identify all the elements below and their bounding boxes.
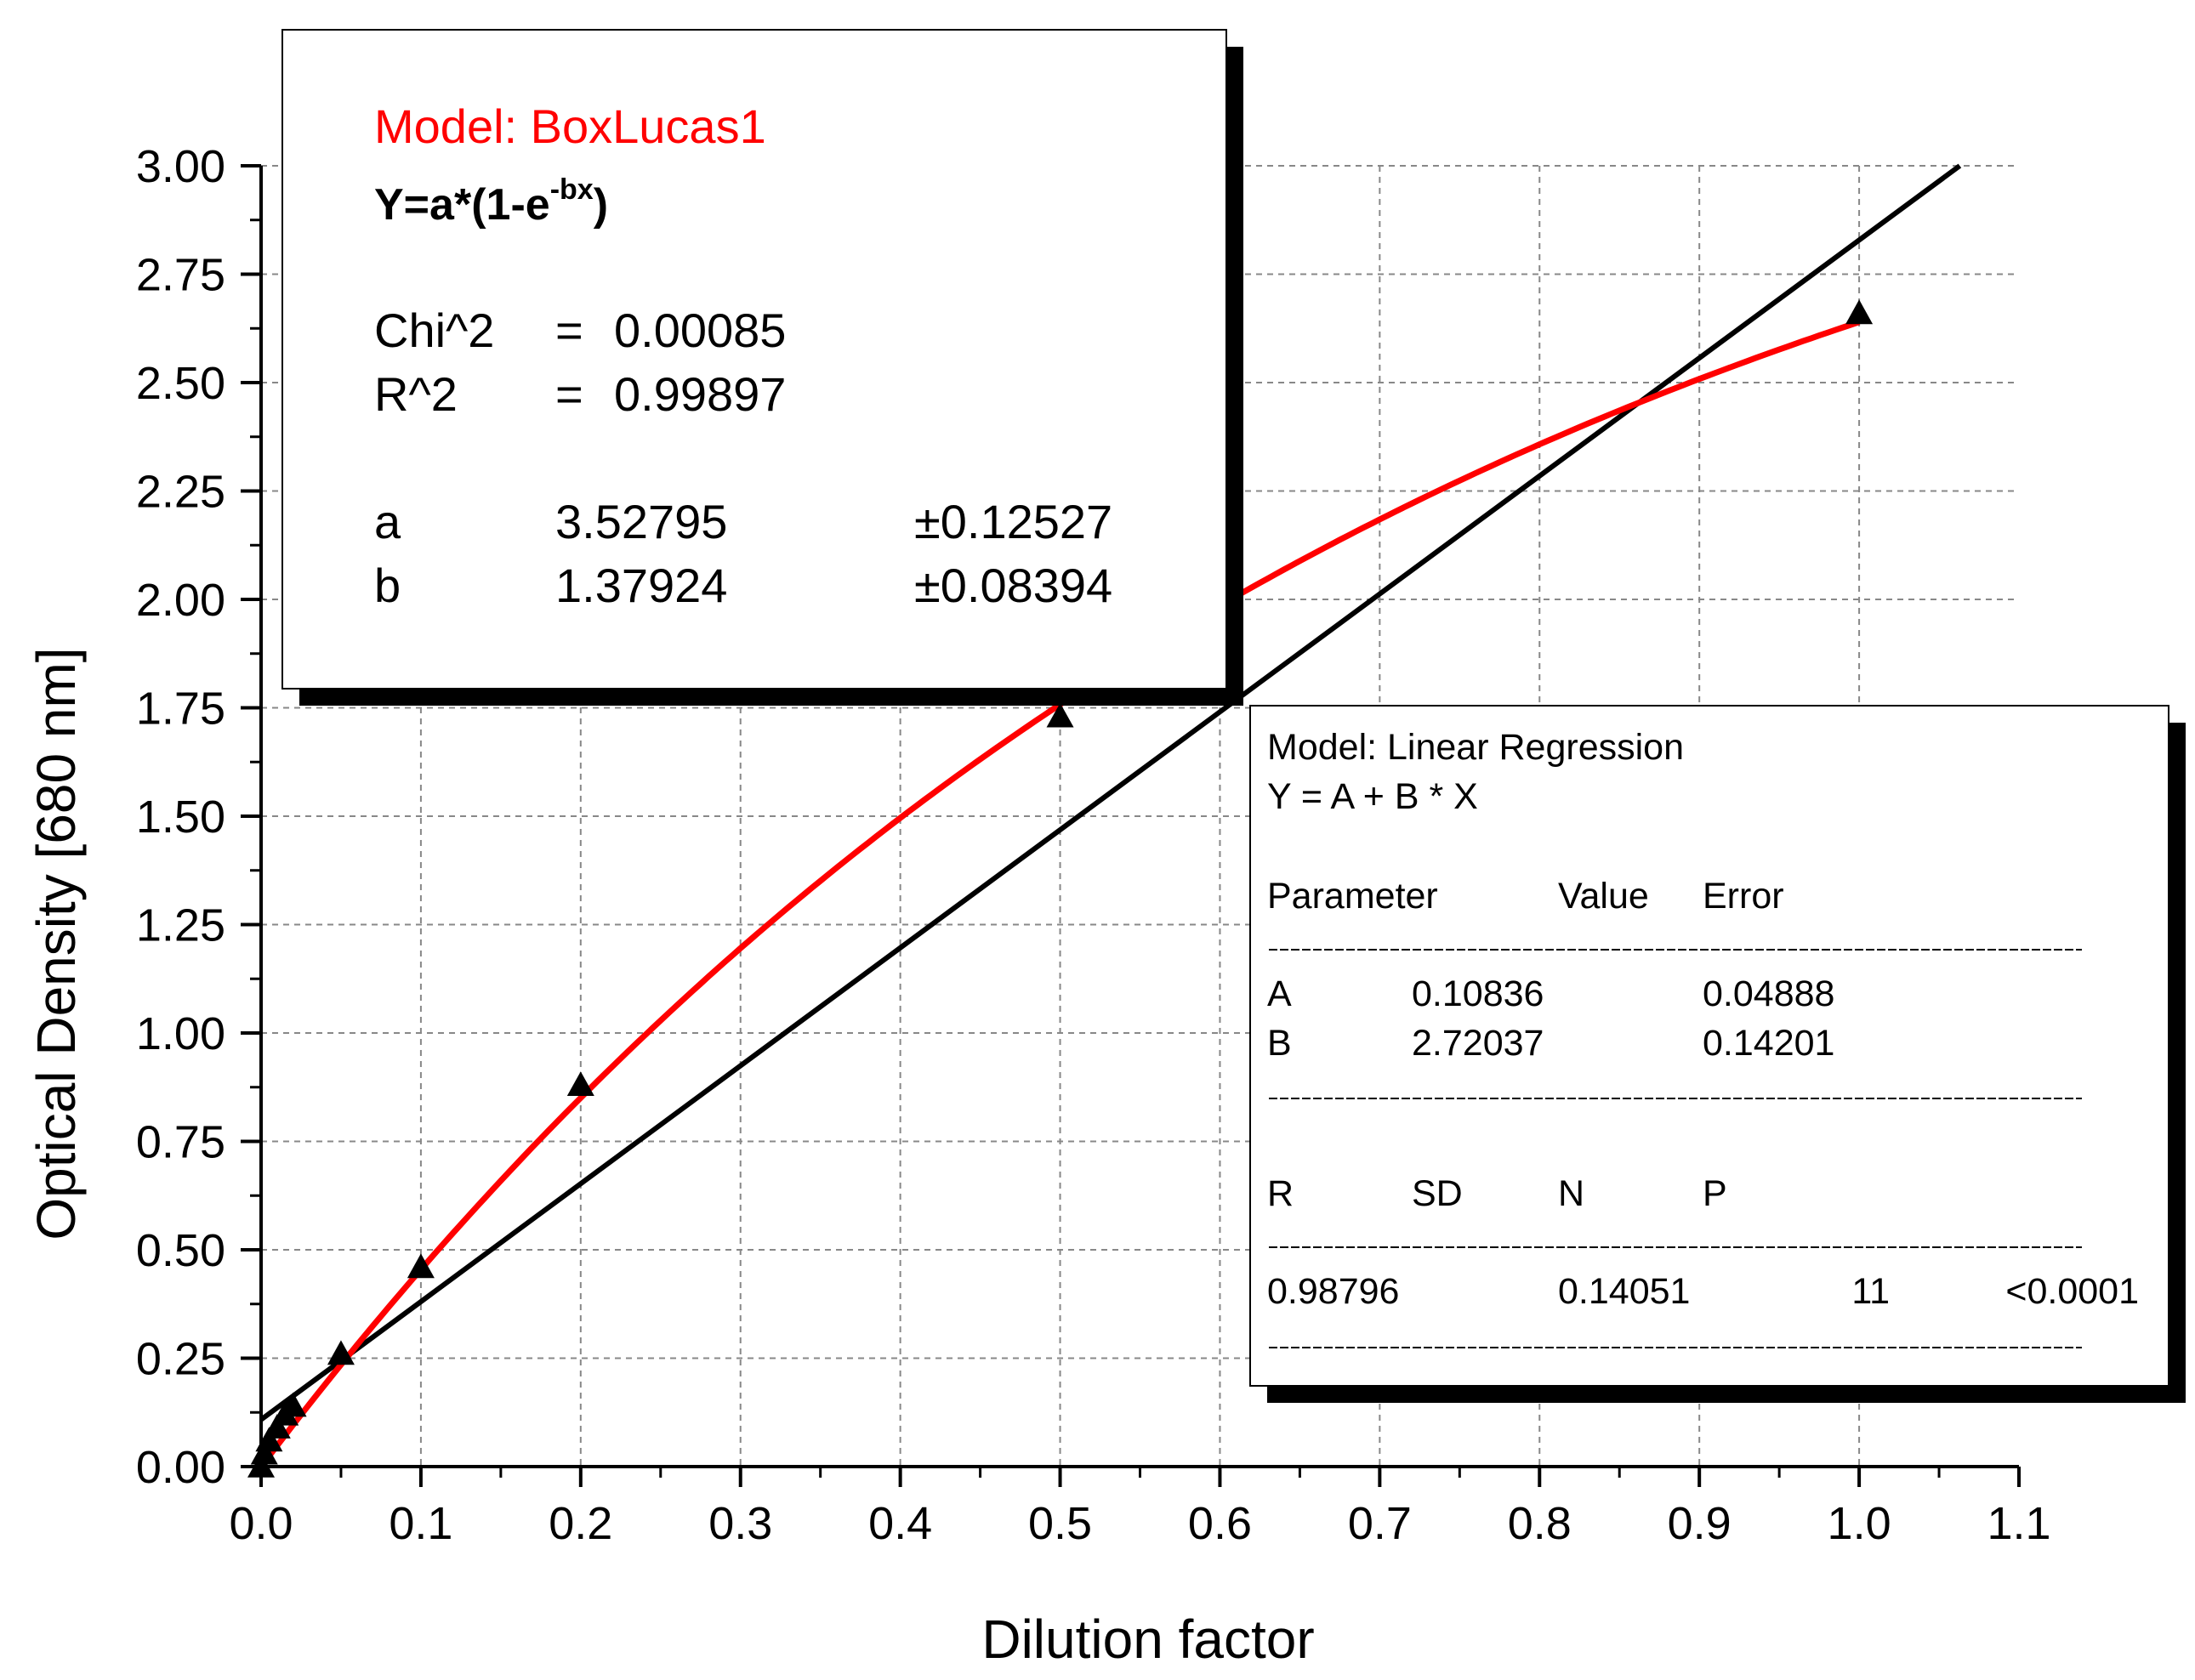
y-tick-label: 1.75	[136, 684, 225, 735]
param-a-value: 3.52795	[555, 495, 727, 548]
param-b-value: 1.37924	[555, 559, 727, 612]
data-point	[566, 1071, 594, 1096]
stat-R-value: 0.98796	[1267, 1271, 1399, 1312]
data-point	[1046, 702, 1074, 728]
header-value: Value	[1558, 876, 1649, 917]
y-tick-label: 2.25	[136, 467, 225, 518]
param-A-error: 0.04888	[1703, 973, 1834, 1014]
param-B-label: B	[1267, 1023, 1292, 1064]
y-tick-label: 3.00	[136, 141, 225, 192]
x-axis-label: Dilution factor	[981, 1609, 1314, 1670]
x-tick-label: 0.0	[229, 1498, 293, 1549]
linear-fit-line	[259, 163, 1962, 1422]
x-tick-label: 0.7	[1348, 1498, 1412, 1549]
data-point	[263, 1414, 291, 1439]
y-tick-label: 1.00	[136, 1008, 225, 1059]
x-tick-label: 0.1	[389, 1498, 452, 1549]
x-tick-label: 0.9	[1668, 1498, 1732, 1549]
x-tick-label: 0.6	[1188, 1498, 1252, 1549]
stat-N-value: 11	[1851, 1271, 1890, 1312]
y-tick-label: 0.50	[136, 1225, 225, 1276]
y-tick-label: 2.75	[136, 250, 225, 301]
x-tick-label: 0.4	[868, 1498, 932, 1549]
param-a-error: ±0.12527	[914, 495, 1112, 548]
x-tick-label: 0.3	[708, 1498, 772, 1549]
data-point	[327, 1340, 355, 1365]
data-point	[250, 1439, 278, 1465]
data-point	[279, 1392, 307, 1417]
param-B-value: 2.72037	[1412, 1023, 1544, 1064]
x-tick-label: 0.2	[549, 1498, 612, 1549]
chi-value: 0.00085	[614, 304, 786, 357]
x-tick-label: 0.5	[1028, 1498, 1092, 1549]
y-tick-label: 2.00	[136, 575, 225, 626]
linear-model-label: Model: Linear Regression	[1267, 727, 1684, 768]
header-R: R	[1267, 1173, 1294, 1214]
r2-eq: =	[555, 367, 583, 421]
param-A-value: 0.10836	[1412, 973, 1544, 1014]
data-point	[407, 1253, 435, 1279]
y-axis-label: Optical Density [680 nm]	[26, 647, 87, 1240]
x-tick-label: 1.0	[1828, 1498, 1891, 1549]
header-error: Error	[1703, 876, 1784, 917]
x-tick-label: 1.1	[1987, 1498, 2050, 1549]
boxlucas-equation: Y=a*(1-e-bx)	[374, 173, 608, 230]
chi-eq: =	[555, 304, 583, 357]
header-P: P	[1703, 1173, 1727, 1214]
y-tick-label: 0.25	[136, 1334, 225, 1385]
param-a-label: a	[374, 495, 401, 548]
header-parameter: Parameter	[1267, 876, 1438, 917]
param-b-label: b	[374, 559, 401, 612]
header-SD: SD	[1412, 1173, 1463, 1214]
data-point	[1845, 299, 1874, 325]
param-A-label: A	[1267, 973, 1292, 1014]
param-B-error: 0.14201	[1703, 1023, 1834, 1064]
param-b-error: ±0.08394	[914, 559, 1112, 612]
boxlucas-model-label: Model: BoxLucas1	[374, 99, 766, 153]
boxlucas-stats-box: Model: BoxLucas1 Y=a*(1-e-bx) Chi^2 = 0.…	[281, 29, 1243, 706]
r2-label: R^2	[374, 367, 458, 421]
stat-SD-value: 0.14051	[1558, 1271, 1690, 1312]
boxlucas-eq-sup: -bx	[550, 173, 594, 206]
chi-label: Chi^2	[374, 304, 494, 357]
header-N: N	[1558, 1173, 1584, 1214]
x-tick-label: 0.8	[1508, 1498, 1572, 1549]
y-tick-label: 0.00	[136, 1442, 225, 1493]
r2-value: 0.99897	[614, 367, 786, 421]
boxlucas-eq-main: Y=a*(1-e	[374, 180, 550, 230]
linear-equation: Y = A + B * X	[1267, 776, 1478, 817]
y-tick-label: 2.50	[136, 358, 225, 409]
linear-stats-box: Model: Linear Regression Y = A + B * X P…	[1249, 705, 2186, 1403]
y-tick-label: 1.50	[136, 792, 225, 843]
axes: 0.0 0.1 0.2 0.3 0.4 0.5 0.6 0.7 0.8 0.9 1.0 1.1 0.00…	[136, 141, 2051, 1549]
boxlucas-eq-end: )	[594, 180, 608, 230]
stat-P-value: <0.0001	[2005, 1271, 2139, 1312]
y-tick-label: 0.75	[136, 1117, 225, 1168]
y-tick-label: 1.25	[136, 900, 225, 951]
